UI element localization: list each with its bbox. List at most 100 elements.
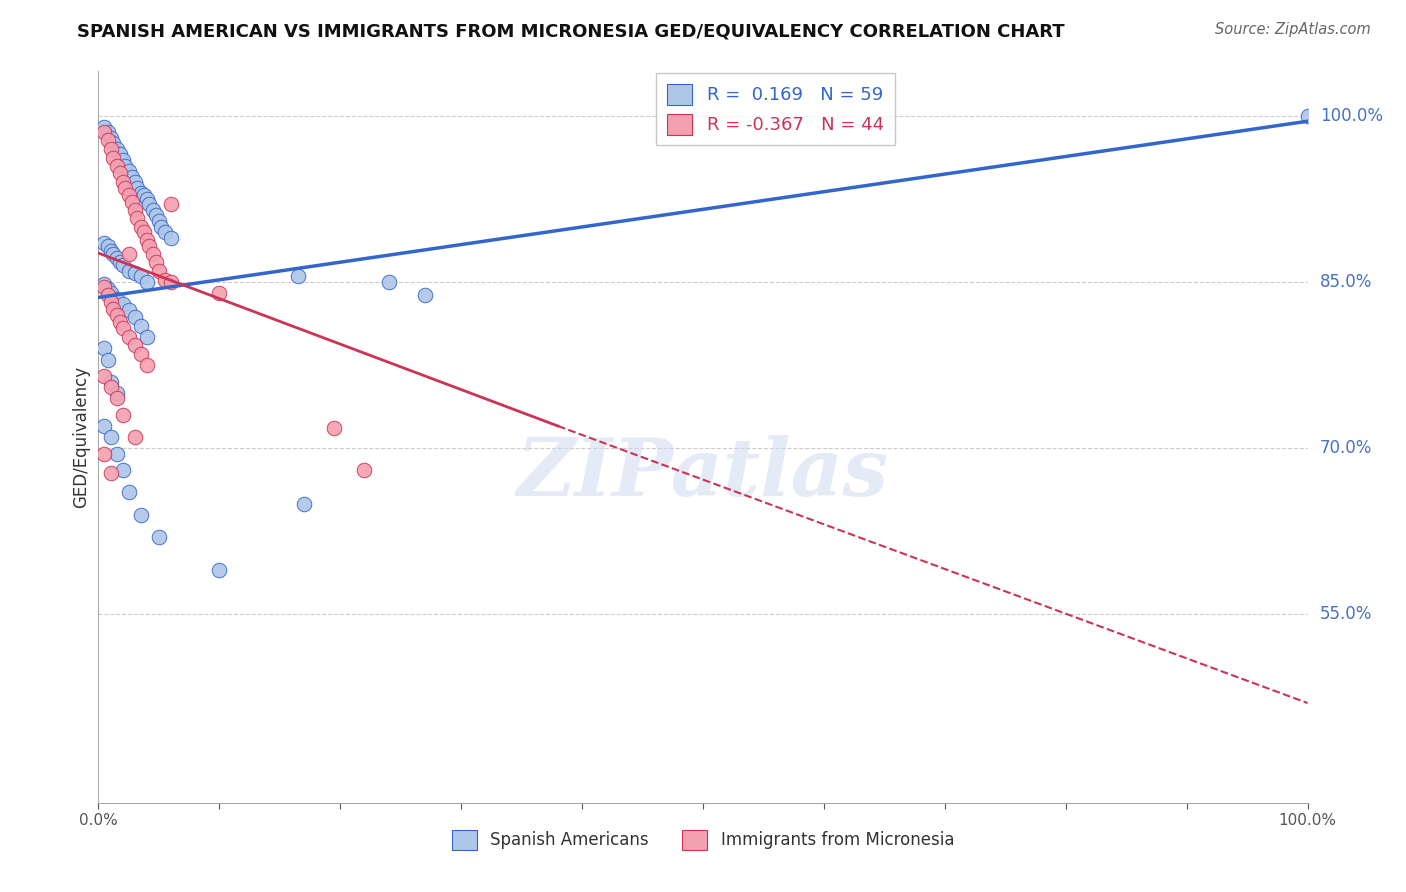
Point <box>160 275 183 289</box>
Point <box>142 247 165 261</box>
Y-axis label: GED/Equivalency: GED/Equivalency <box>72 366 90 508</box>
Point <box>93 125 115 139</box>
Point <box>93 419 115 434</box>
Point <box>208 285 231 300</box>
Point <box>105 159 128 173</box>
Point <box>129 508 152 522</box>
Point <box>121 195 143 210</box>
Point <box>124 338 146 352</box>
Point <box>124 310 146 325</box>
Text: ZIPatlas: ZIPatlas <box>517 435 889 512</box>
Point <box>101 151 124 165</box>
Point <box>111 175 134 189</box>
Point <box>118 330 141 344</box>
Point <box>287 269 309 284</box>
Point <box>1296 109 1319 123</box>
Point <box>118 164 141 178</box>
Point <box>105 385 128 400</box>
Point <box>145 255 167 269</box>
Point <box>97 288 120 302</box>
Point <box>97 125 120 139</box>
Point <box>93 447 115 461</box>
Point <box>134 188 156 202</box>
Point <box>124 175 146 189</box>
Point <box>135 358 157 372</box>
Point <box>97 282 120 296</box>
Point <box>118 302 141 317</box>
Text: SPANISH AMERICAN VS IMMIGRANTS FROM MICRONESIA GED/EQUIVALENCY CORRELATION CHART: SPANISH AMERICAN VS IMMIGRANTS FROM MICR… <box>77 22 1064 40</box>
Point <box>127 180 149 194</box>
Point <box>124 202 146 217</box>
Point <box>93 277 115 292</box>
Point <box>118 264 141 278</box>
Point <box>129 319 152 334</box>
Point <box>148 530 170 544</box>
Point <box>148 214 170 228</box>
Point <box>148 264 170 278</box>
Point <box>160 197 183 211</box>
Point <box>100 244 122 258</box>
Point <box>105 308 128 322</box>
Point <box>105 392 128 406</box>
Point <box>153 273 176 287</box>
Point <box>97 239 120 253</box>
Point <box>108 166 131 180</box>
Point <box>108 315 131 329</box>
Point <box>97 133 120 147</box>
Point <box>108 255 131 269</box>
Text: 55.0%: 55.0% <box>1320 606 1372 624</box>
Point <box>135 330 157 344</box>
Point <box>118 247 141 261</box>
Point <box>105 142 128 156</box>
Point <box>145 209 167 223</box>
Text: 100.0%: 100.0% <box>1320 107 1382 125</box>
Text: 70.0%: 70.0% <box>1320 439 1372 458</box>
Point <box>100 131 122 145</box>
Point <box>93 236 115 251</box>
Point <box>111 408 134 422</box>
Point <box>129 219 152 234</box>
Point <box>135 275 157 289</box>
Point <box>100 430 122 444</box>
Point <box>93 342 115 356</box>
Point <box>100 294 122 309</box>
Point <box>150 219 173 234</box>
Point <box>105 251 128 265</box>
Point <box>121 169 143 184</box>
Point <box>111 153 134 167</box>
Point <box>135 192 157 206</box>
Point <box>111 297 134 311</box>
Point <box>114 180 136 194</box>
Point <box>353 463 375 477</box>
Point <box>100 380 122 394</box>
Point <box>100 375 122 389</box>
Point <box>108 147 131 161</box>
Point <box>377 275 399 289</box>
Text: Source: ZipAtlas.com: Source: ZipAtlas.com <box>1215 22 1371 37</box>
Point <box>93 369 115 384</box>
Point <box>97 352 120 367</box>
Point <box>124 430 146 444</box>
Point <box>124 266 146 280</box>
Point <box>118 485 141 500</box>
Point <box>114 159 136 173</box>
Point <box>111 258 134 272</box>
Point <box>93 120 115 134</box>
Point <box>100 142 122 156</box>
Point <box>101 136 124 151</box>
Point <box>323 421 346 435</box>
Point <box>101 301 124 316</box>
Point <box>138 197 160 211</box>
Point <box>105 292 128 306</box>
Point <box>129 347 152 361</box>
Point <box>135 233 157 247</box>
Point <box>138 239 160 253</box>
Point <box>100 466 122 480</box>
Point <box>413 288 436 302</box>
Point <box>153 225 176 239</box>
Point <box>111 321 134 335</box>
Point <box>129 269 152 284</box>
Point <box>100 285 122 300</box>
Point <box>118 188 141 202</box>
Point <box>208 563 231 577</box>
